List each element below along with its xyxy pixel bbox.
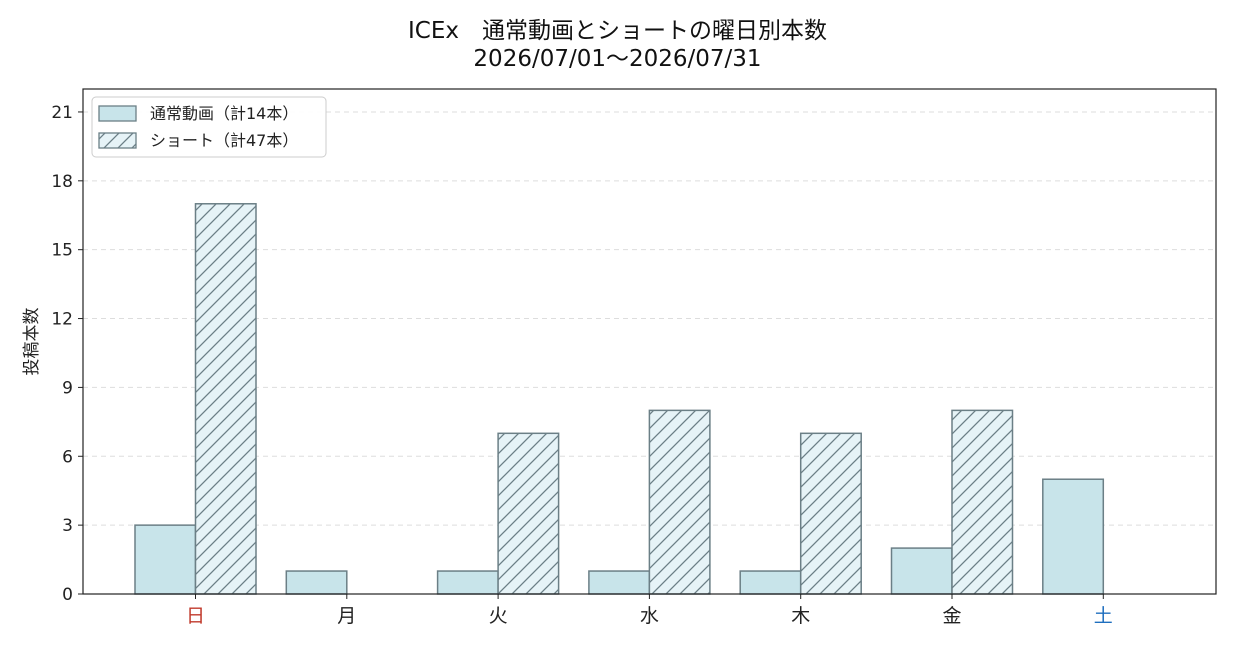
legend-box — [91, 96, 327, 158]
legend: 通常動画（計14本） ショート（計47本） — [91, 96, 327, 158]
bar-regular — [588, 570, 651, 595]
x-tick-label: 火 — [489, 605, 508, 627]
bar-short — [648, 409, 711, 595]
plot-frame — [82, 88, 1217, 595]
bar-regular — [890, 547, 953, 595]
y-tick-label: 18 — [51, 172, 73, 192]
y-tick-label: 0 — [62, 585, 73, 605]
x-tick-label: 月 — [337, 605, 356, 627]
y-tick-label: 6 — [62, 447, 73, 467]
legend-swatch — [98, 105, 137, 122]
bar-short — [497, 432, 560, 595]
legend-swatch — [98, 132, 137, 149]
x-tick-label: 金 — [942, 605, 961, 627]
chart-title: ICEx 通常動画とショートの曜日別本数 — [408, 18, 827, 44]
y-tick-label: 21 — [51, 103, 73, 123]
chart-subtitle: 2026/07/01〜2026/07/31 — [473, 46, 762, 72]
bar-short — [799, 432, 862, 595]
y-tick-label: 3 — [62, 516, 73, 536]
bar-short — [194, 203, 257, 595]
bars — [134, 203, 1105, 595]
x-tick-label: 木 — [791, 605, 810, 627]
x-tick-label: 土 — [1094, 605, 1113, 627]
y-tick-label: 15 — [51, 241, 73, 261]
axes: 0 3 6 9 12 15 18 21 日 月 火 水 木 金 土 投稿本数 — [22, 88, 1217, 627]
y-axis-label: 投稿本数 — [22, 308, 42, 376]
x-tick-label: 日 — [186, 605, 205, 627]
bar-regular — [285, 570, 348, 595]
bar-short — [951, 409, 1014, 595]
bar-regular — [739, 570, 802, 595]
bar-regular — [436, 570, 499, 595]
bar-regular — [1042, 478, 1105, 595]
bar-regular — [134, 524, 197, 595]
legend-label: 通常動画（計14本） — [150, 104, 298, 123]
x-tick-label: 水 — [640, 605, 659, 627]
y-tick-label: 9 — [62, 378, 73, 398]
legend-label: ショート（計47本） — [150, 131, 298, 150]
y-tick-label: 12 — [51, 310, 73, 330]
